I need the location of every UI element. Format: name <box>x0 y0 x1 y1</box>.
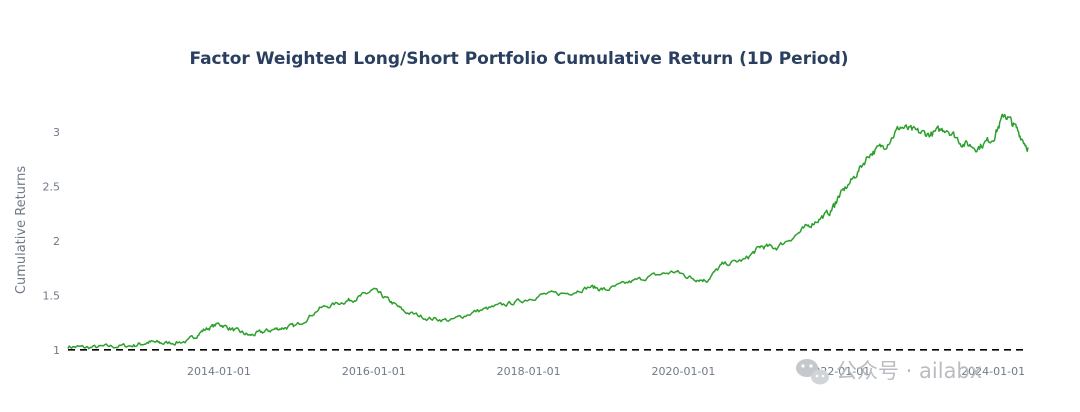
x-axis: 2014-01-01 2016-01-01 2018-01-01 2020-01-01… <box>187 365 1025 378</box>
y-tick-label: 2 <box>53 235 60 248</box>
x-tick-label: 2024-01-01 <box>961 365 1025 378</box>
x-tick-label: 2020-01-01 <box>652 365 716 378</box>
x-tick-label: 2014-01-01 <box>187 365 251 378</box>
watermark: 公众号 · ailabx <box>796 359 982 385</box>
x-tick-label: 2018-01-01 <box>497 365 561 378</box>
y-tick-label: 1.5 <box>43 289 61 302</box>
cumulative-return-line <box>67 113 1029 350</box>
watermark-text: 公众号 · ailabx <box>836 359 982 383</box>
y-tick-label: 1 <box>53 344 60 357</box>
y-axis: 1 1.5 2 2.5 3 <box>43 126 61 357</box>
y-tick-label: 2.5 <box>43 181 61 194</box>
y-axis-label: Cumulative Returns <box>14 166 29 294</box>
wechat-icon <box>796 359 829 385</box>
x-tick-label: 2016-01-01 <box>342 365 406 378</box>
chart-title: Factor Weighted Long/Short Portfolio Cum… <box>189 49 848 69</box>
plot-area <box>67 113 1029 351</box>
y-tick-label: 3 <box>53 126 60 139</box>
